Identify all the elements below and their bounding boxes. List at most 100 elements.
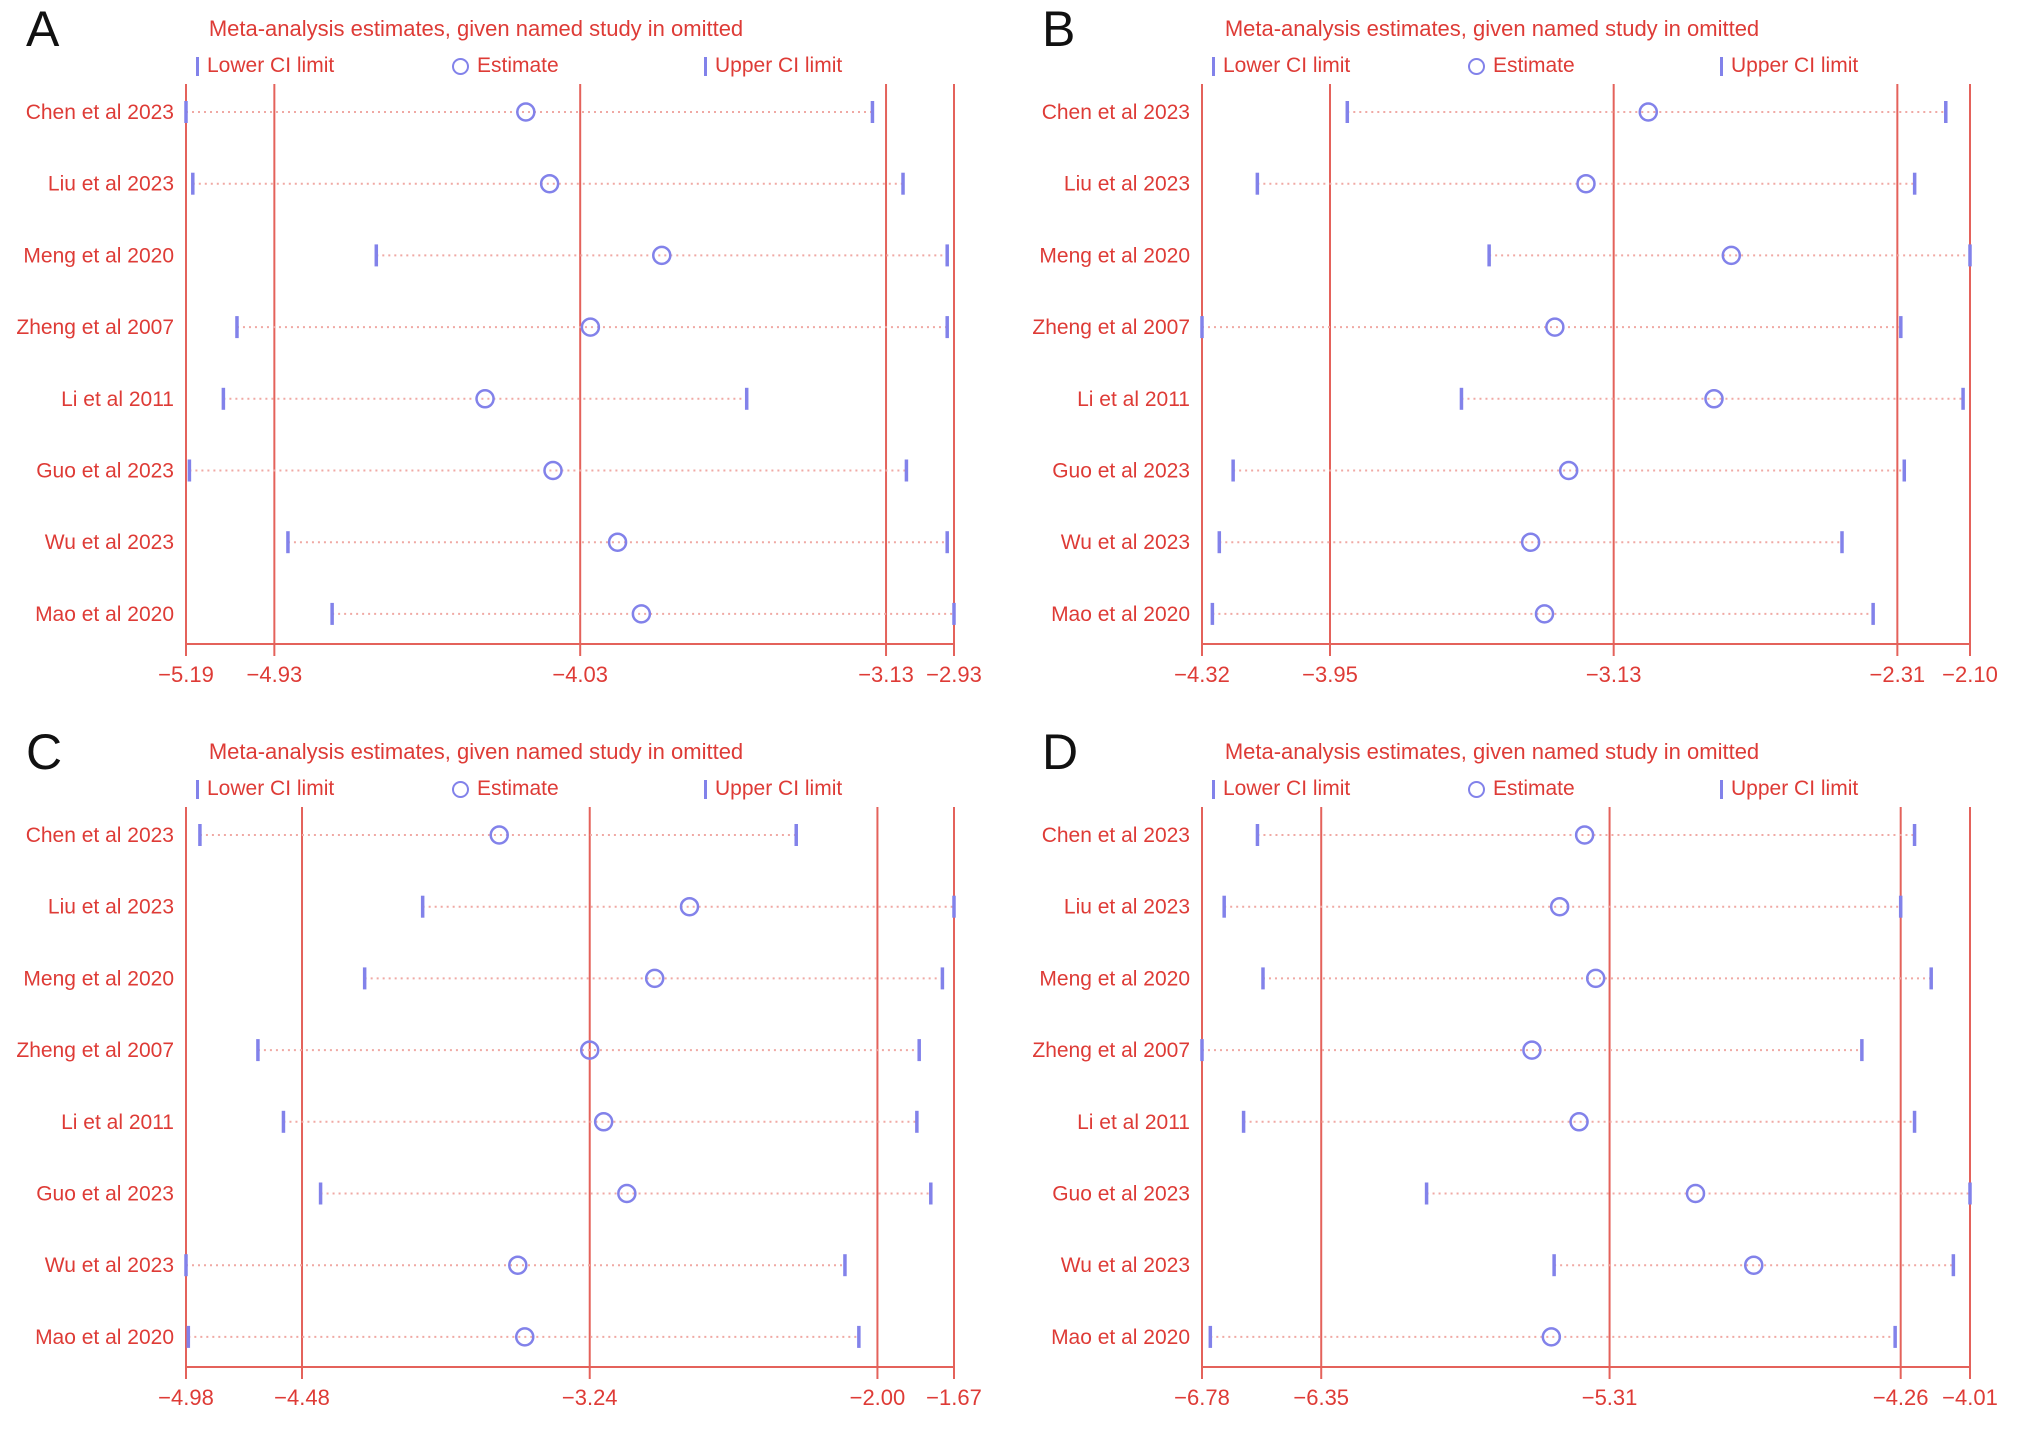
x-tick-label: −4.48 [274,1385,330,1410]
panel-letter-a: A [26,1,61,57]
whisker-icon [1212,779,1215,799]
x-tick-label: −3.95 [1302,662,1358,687]
study-label: Chen et al 2023 [1042,824,1190,847]
study-label: Wu et al 2023 [45,531,174,554]
legend-item-upper-ci: Upper CI limit [704,777,842,801]
study-label: Meng et al 2020 [23,967,174,990]
estimate-marker [1704,389,1724,409]
panel-letter-c: C [26,724,64,780]
study-label: Zheng et al 2007 [1032,1039,1190,1062]
whisker-icon [1212,56,1215,76]
chart-title: Meta-analysis estimates, given named stu… [1224,16,1760,41]
study-label: Wu et al 2023 [45,1254,174,1277]
x-tick-label: −4.26 [1873,1385,1929,1410]
x-tick-label: −4.98 [158,1385,214,1410]
study-label: Mao et al 2020 [1051,603,1190,626]
study-label: Mao et al 2020 [1051,1326,1190,1349]
whisker-icon [196,779,199,799]
estimate-marker [1743,1255,1764,1275]
estimate-marker [593,1112,614,1132]
legend-item-estimate: Estimate [452,777,559,801]
study-label: Chen et al 2023 [26,101,174,124]
study-label: Meng et al 2020 [23,244,174,267]
study-label: Liu et al 2023 [1064,896,1190,919]
legend-item-estimate: Estimate [1468,777,1575,801]
circle-marker-icon [452,780,469,798]
study-label: Mao et al 2020 [35,1326,174,1349]
legend-item-lower-ci: Lower CI limit [196,54,334,78]
study-label: Meng et al 2020 [1039,967,1190,990]
estimate-marker [1545,317,1565,337]
legend-item-upper-ci: Upper CI limit [704,54,842,78]
x-tick-label: −3.13 [1586,662,1642,687]
estimate-marker [1585,968,1606,989]
estimate-marker [539,173,560,194]
whisker-icon [704,56,707,76]
x-tick-label: −4.03 [552,662,608,687]
estimate-marker [1541,1327,1562,1347]
legend-label-lower: Lower CI limit [207,777,335,800]
x-tick-label: −4.32 [1174,662,1230,687]
estimate-marker [679,896,700,917]
legend: Lower CI limit Estimate Upper CI limit [0,777,1016,803]
study-label: Guo et al 2023 [1052,1183,1190,1206]
legend-label-upper: Upper CI limit [1731,54,1859,77]
legend: Lower CI limit Estimate Upper CI limit [1016,54,2032,80]
estimate-marker [652,245,672,266]
legend-item-upper-ci: Upper CI limit [1720,54,1858,78]
x-tick-label: −1.67 [926,1385,982,1410]
x-tick-label: −2.10 [1942,662,1998,687]
study-label: Li et al 2011 [61,1111,174,1134]
study-label: Li et al 2011 [1077,1111,1190,1134]
estimate-marker [1522,1040,1542,1060]
estimate-marker [1574,825,1595,845]
study-label: Mao et al 2020 [35,603,174,626]
study-label: Wu et al 2023 [1061,1254,1190,1277]
estimate-marker [617,1183,637,1204]
whisker-icon [1720,56,1723,76]
circle-marker-icon [1468,57,1485,75]
chart-title: Meta-analysis estimates, given named stu… [208,16,744,41]
legend-label-lower: Lower CI limit [1223,777,1351,800]
chart-title: Meta-analysis estimates, given named stu… [1224,739,1760,764]
legend-item-upper-ci: Upper CI limit [1720,777,1858,801]
estimate-marker [1549,896,1570,917]
estimate-marker [1685,1183,1706,1204]
legend-label-estimate: Estimate [1493,777,1575,800]
x-tick-label: −6.78 [1174,1385,1230,1410]
estimate-marker [1534,604,1555,624]
legend-item-lower-ci: Lower CI limit [196,777,334,801]
estimate-marker [1721,245,1742,266]
estimate-marker [644,968,665,989]
x-tick-label: −2.00 [850,1385,906,1410]
estimate-marker [1558,460,1579,481]
x-tick-label: −5.31 [1582,1385,1638,1410]
study-label: Li et al 2011 [1077,388,1190,411]
study-label: Liu et al 2023 [1064,173,1190,196]
estimate-marker [543,460,563,481]
study-label: Liu et al 2023 [48,173,174,196]
estimate-marker [580,317,601,337]
panel-letter-b: B [1042,1,1077,57]
estimate-marker [475,389,495,409]
legend-label-lower: Lower CI limit [207,54,335,77]
legend: Lower CI limit Estimate Upper CI limit [0,54,1016,80]
legend-item-estimate: Estimate [1468,54,1575,78]
whisker-icon [196,56,199,76]
legend: Lower CI limit Estimate Upper CI limit [1016,777,2032,803]
study-label: Zheng et al 2007 [16,316,174,339]
panel-c: C Meta-analysis estimates, given named s… [0,723,1016,1445]
legend-label-estimate: Estimate [1493,54,1575,77]
study-label: Wu et al 2023 [1061,531,1190,554]
x-tick-label: −3.13 [858,662,914,687]
circle-marker-icon [452,57,469,75]
x-tick-label: −4.93 [247,662,303,687]
estimate-marker [1569,1112,1589,1132]
forest-plot-d: Chen et al 2023 Liu et al 2023 Meng et al … [1032,807,1998,1410]
legend-label-estimate: Estimate [477,54,559,77]
study-label: Guo et al 2023 [36,1183,174,1206]
legend-label-upper: Upper CI limit [1731,777,1859,800]
panel-b: B Meta-analysis estimates, given named s… [1016,0,2032,722]
x-tick-label: −2.93 [926,662,982,687]
